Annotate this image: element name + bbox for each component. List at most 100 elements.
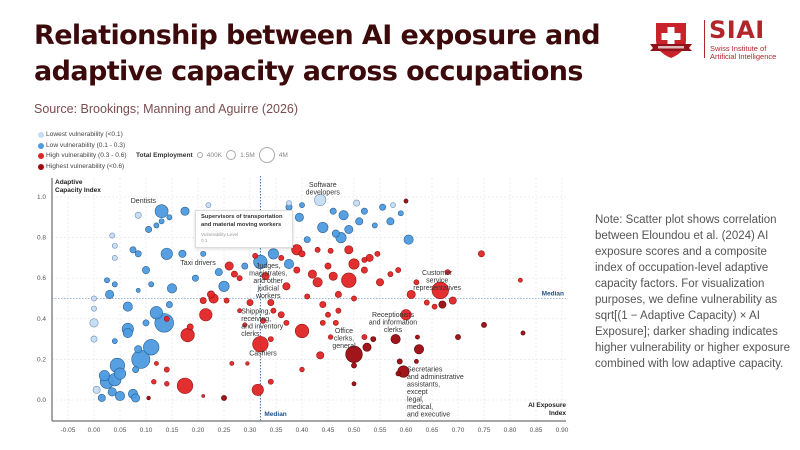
data-point (252, 252, 259, 259)
data-point (477, 250, 485, 258)
data-point (355, 217, 364, 226)
annotation-label: Secretaries and administrative assistants,… (407, 367, 464, 419)
data-point (237, 308, 242, 314)
data-point (251, 383, 264, 396)
x-tick-label: 0.55 (374, 427, 387, 434)
swiss-cross-shield-icon (650, 23, 692, 58)
data-point (317, 221, 329, 233)
data-point (160, 247, 173, 260)
data-point (142, 266, 150, 275)
data-point (413, 279, 420, 286)
x-tick-label: 0.30 (244, 427, 257, 434)
data-point (299, 202, 305, 209)
chart-note: Note: Scatter plot shows correlation bet… (595, 214, 790, 370)
legend-swatch (38, 132, 44, 139)
y-tick-label: 0.2 (37, 356, 46, 363)
x-tick-label: 0.75 (478, 427, 491, 434)
data-point (104, 277, 110, 284)
data-point (406, 289, 416, 299)
data-point (360, 207, 368, 215)
data-point (270, 307, 277, 314)
annotation-label: Cashiers (249, 350, 277, 357)
data-point (97, 394, 106, 402)
data-point (109, 232, 116, 239)
data-point (90, 335, 98, 343)
x-tick-label: 0.50 (348, 427, 361, 434)
size-label-large: 4M (278, 151, 288, 159)
data-point (390, 334, 401, 345)
data-point (314, 246, 321, 253)
data-point (283, 319, 290, 326)
siai-logo: SIAI Swiss Institute of Artificial Intel… (646, 16, 786, 62)
data-point (132, 366, 140, 373)
data-point (229, 361, 235, 366)
annotation-line: general (332, 343, 356, 350)
data-point (176, 377, 194, 394)
annotation-line: judicial (256, 286, 279, 293)
data-point (252, 336, 269, 353)
data-point (390, 202, 396, 209)
data-point (199, 308, 213, 322)
data-point (180, 327, 195, 343)
legend-label: Low vulnerability (0.1 - 0.3) (46, 141, 126, 149)
data-point (146, 395, 151, 401)
x-axis-label-line2: Index (549, 410, 566, 417)
data-point (245, 361, 250, 366)
data-point (91, 305, 97, 312)
data-point (111, 242, 118, 249)
annotation-line: assistants, (407, 382, 440, 389)
data-point (332, 319, 339, 326)
data-point (163, 366, 170, 373)
x-tick-label: 0.85 (530, 427, 543, 434)
data-point (149, 306, 163, 320)
data-point (180, 206, 190, 216)
data-point (414, 359, 419, 364)
data-point (134, 250, 142, 258)
legend-item-high[interactable]: High vulnerability (0.3 - 0.6) (38, 151, 127, 162)
data-point (230, 270, 238, 278)
x-tick-label: 0.20 (192, 427, 205, 434)
data-point (520, 330, 526, 336)
chart-annotations: Dentists Software developers Taxi drivers Ju… (131, 182, 464, 419)
data-point (374, 250, 381, 257)
y-axis-label-line2: Capacity Index (55, 187, 101, 194)
annotation-label: Software developers (306, 182, 341, 197)
size-label-medium: 1.5M (240, 151, 255, 159)
annotation-line: clerks, (334, 336, 354, 343)
data-point (293, 266, 301, 274)
data-point (223, 297, 230, 304)
y-tick-label: 1.0 (37, 194, 46, 201)
data-point (316, 351, 325, 360)
data-point (331, 229, 340, 238)
data-point (299, 366, 305, 373)
legend-item-low[interactable]: Low vulnerability (0.1 - 0.3) (38, 141, 127, 152)
data-point (400, 309, 412, 321)
data-point (105, 289, 115, 299)
annotation-line: Cashiers (249, 350, 277, 357)
annotation-line: and information (369, 319, 417, 326)
page-title: Relationship between AI exposure and ada… (34, 20, 601, 87)
median-label-x: Median (264, 411, 286, 418)
data-point (282, 282, 291, 291)
employment-legend-title: Total Employment (136, 151, 193, 159)
x-axis-label: AI Exposure (528, 402, 566, 409)
annotation-line: developers (306, 189, 341, 196)
data-point (518, 277, 523, 283)
logo-divider (704, 20, 705, 58)
annotation-label: Dentists (131, 198, 157, 205)
legend-item-lowest[interactable]: Lowest vulnerability (<0.1) (38, 130, 127, 141)
annotation-line: receiving, (241, 316, 271, 323)
data-point (166, 214, 173, 221)
data-point (135, 288, 141, 293)
data-point (241, 262, 249, 270)
data-point (167, 283, 177, 294)
legend-item-highest[interactable]: Highest vulnerability (<0.6) (38, 162, 127, 173)
data-point (348, 258, 360, 270)
data-point (267, 299, 275, 306)
annotation-line: magistrates, (249, 271, 287, 278)
data-point (261, 272, 270, 281)
data-point (438, 300, 447, 309)
data-point (481, 321, 487, 328)
data-point (444, 269, 451, 276)
